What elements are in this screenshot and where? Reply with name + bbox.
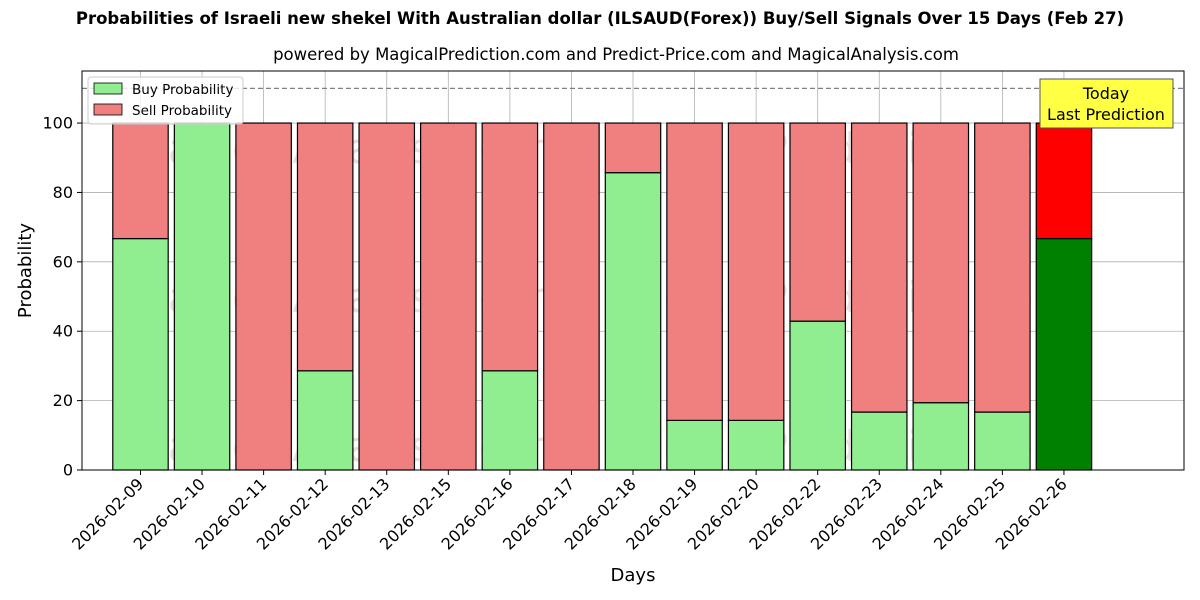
bar-sell xyxy=(912,122,970,404)
bar-buy xyxy=(604,172,662,471)
bars xyxy=(112,122,1093,471)
y-tick-label: 0 xyxy=(63,461,73,480)
bar-sell xyxy=(666,122,723,421)
bar-buy xyxy=(912,402,970,471)
bar-buy xyxy=(481,370,539,471)
bar-buy xyxy=(727,419,785,471)
bar-buy xyxy=(1035,237,1093,471)
chart-subtitle: powered by MagicalPrediction.com and Pre… xyxy=(273,45,959,64)
legend: Buy Probability Sell Probability xyxy=(87,76,244,125)
bar-sell xyxy=(727,122,785,421)
x-axis-label: Days xyxy=(611,565,656,586)
bar-sell xyxy=(974,122,1031,413)
legend-swatch-sell xyxy=(93,103,123,116)
bar-buy xyxy=(666,419,723,471)
y-tick-label: 20 xyxy=(53,391,73,410)
bar-sell xyxy=(420,122,477,471)
chart-title: Probabilities of Israeli new shekel With… xyxy=(75,9,1125,28)
legend-box xyxy=(87,76,244,125)
bar-sell xyxy=(235,122,292,471)
today-label: Today xyxy=(1082,84,1129,103)
bar-sell xyxy=(789,122,846,322)
legend-label-buy: Buy Probability xyxy=(132,82,233,98)
bar-buy xyxy=(850,411,908,471)
today-box xyxy=(1039,78,1174,129)
bar-sell xyxy=(358,122,416,471)
y-tick-label: 80 xyxy=(53,183,73,202)
y-tick-label: 60 xyxy=(53,252,73,271)
bar-buy xyxy=(173,122,231,471)
bar-sell xyxy=(850,122,908,413)
bar-sell xyxy=(296,122,354,372)
bar-buy xyxy=(296,370,354,471)
y-axis-ticks: 0 20 40 60 80 100 xyxy=(42,114,82,480)
bar-buy xyxy=(974,411,1031,471)
last-prediction-label: Last Prediction xyxy=(1047,105,1165,124)
bar-sell xyxy=(481,122,539,372)
legend-label-sell: Sell Probability xyxy=(132,103,232,119)
y-tick-label: 40 xyxy=(53,322,73,341)
bar-buy xyxy=(789,320,846,471)
y-axis-label: Probability xyxy=(15,223,36,318)
legend-swatch-buy xyxy=(93,82,123,95)
bar-buy xyxy=(112,237,169,471)
bar-sell xyxy=(604,122,662,174)
bar-sell xyxy=(1035,122,1093,240)
y-tick-label: 100 xyxy=(42,114,73,133)
x-axis-ticks: 2026-02-092026-02-102026-02-112026-02-12… xyxy=(68,470,1071,554)
today-annotation: Today Last Prediction xyxy=(1039,78,1174,129)
bar-sell xyxy=(112,122,169,240)
bar-sell xyxy=(543,122,600,471)
